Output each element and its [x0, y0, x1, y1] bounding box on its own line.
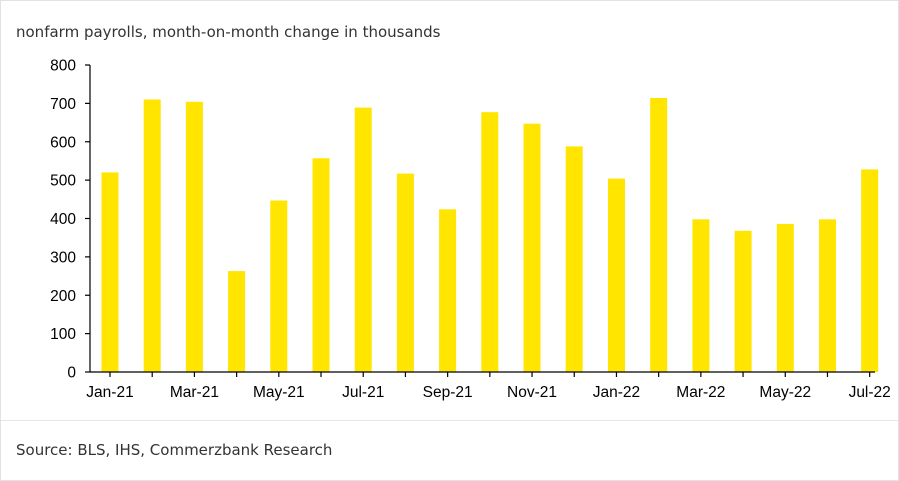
bar-May-22 — [776, 223, 794, 372]
y-tick-label-200: 200 — [50, 288, 76, 305]
y-tick-label-300: 300 — [50, 249, 76, 266]
bar-Mar-21 — [185, 101, 203, 373]
bar-Jan-21 — [101, 172, 119, 372]
source-note: Source: BLS, IHS, Commerzbank Research — [16, 441, 333, 459]
bar-Apr-21 — [228, 271, 246, 372]
bar-Jul-21 — [354, 107, 372, 372]
y-tick-label-100: 100 — [50, 326, 76, 343]
x-tick-label-May-22: May-22 — [759, 384, 811, 401]
bar-Jan-22 — [608, 178, 625, 372]
bar-Aug-21 — [396, 173, 414, 372]
y-tick-label-0: 0 — [67, 365, 76, 382]
y-tick-label-800: 800 — [50, 58, 76, 75]
bar-Feb-21 — [143, 99, 161, 372]
bar-Feb-22 — [650, 98, 668, 372]
x-tick-label-Sep-21: Sep-21 — [423, 384, 473, 401]
x-tick-label-Jul-21: Jul-21 — [342, 384, 384, 401]
chart-plot: 0 100 200 300 400 500 600 700 800 Jan-21 Mar-21 May… — [50, 58, 891, 402]
bar-Mar-22 — [692, 219, 710, 372]
y-tick-label-500: 500 — [50, 173, 76, 190]
bar-May-21 — [270, 200, 288, 372]
bar-Oct-21 — [481, 112, 499, 372]
y-tick-label-700: 700 — [50, 96, 76, 113]
x-tick-label-Mar-21: Mar-21 — [170, 384, 219, 401]
bar-Nov-21 — [523, 123, 541, 372]
bar-Jul-22 — [861, 169, 879, 372]
y-tick-label-400: 400 — [50, 211, 76, 228]
x-tick-label-Jul-22: Jul-22 — [849, 384, 891, 401]
bar-Jun-21 — [312, 158, 330, 372]
bar-Dec-21 — [565, 146, 583, 372]
bar-Apr-22 — [734, 230, 752, 372]
footer-divider — [1, 420, 898, 421]
y-tick-label-600: 600 — [50, 134, 76, 151]
chart-subtitle: nonfarm payrolls, month-on-month change … — [16, 23, 441, 41]
bar-Sep-21 — [439, 209, 457, 372]
x-tick-label-May-21: May-21 — [253, 384, 305, 401]
x-tick-label-Mar-22: Mar-22 — [676, 384, 725, 401]
x-tick-label-Jan-22: Jan-22 — [593, 384, 640, 401]
bar-Jun-22 — [819, 219, 836, 372]
x-tick-label-Nov-21: Nov-21 — [507, 384, 557, 401]
x-tick-label-Jan-21: Jan-21 — [86, 384, 133, 401]
